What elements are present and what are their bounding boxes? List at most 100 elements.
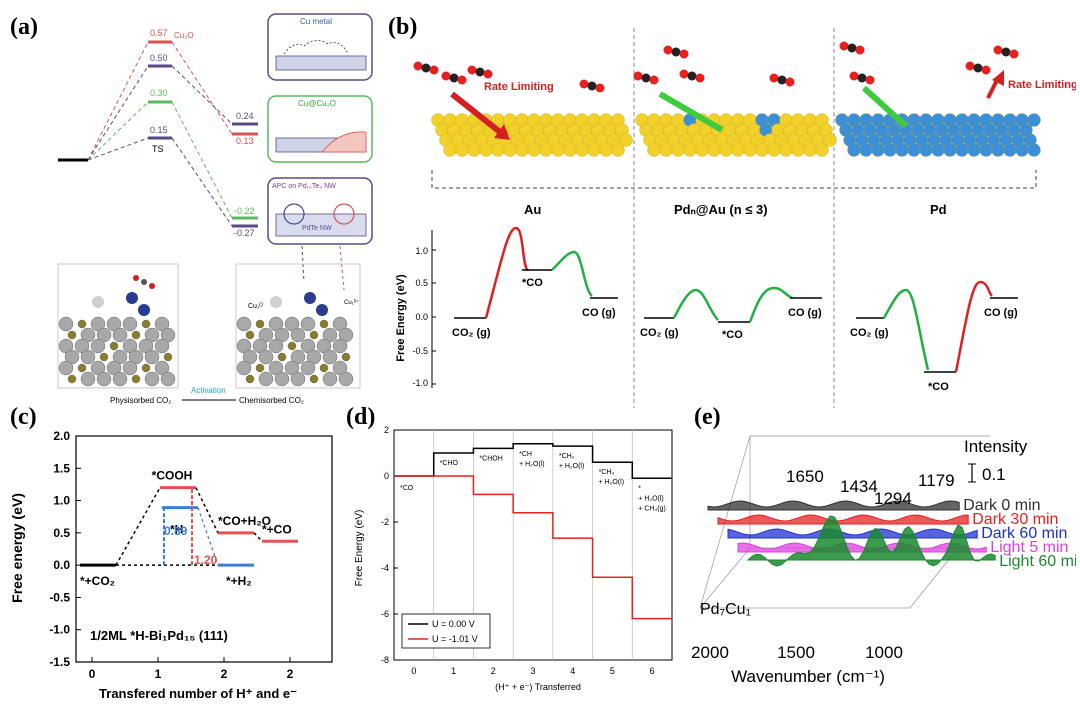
chart-c-xlabel: Transfered number of H⁺ and e⁻ [99, 686, 297, 701]
svg-text:-0.22: -0.22 [234, 206, 255, 216]
cu-atom [126, 292, 138, 304]
surface-atom [1027, 143, 1041, 157]
surface-atom [539, 143, 553, 157]
te-atom [341, 352, 351, 362]
svg-text:*CO: *CO [722, 329, 743, 341]
step-label: *CH₃ [599, 469, 615, 476]
pd-atom [258, 371, 274, 387]
te-atom [163, 352, 173, 362]
surface-atom [515, 143, 529, 157]
te-atom [99, 352, 109, 362]
surface-au [431, 113, 633, 157]
te-atom [309, 374, 319, 384]
surface-atom [967, 143, 981, 157]
te-atom [255, 363, 265, 373]
pd-atom [58, 360, 74, 376]
te-atom [277, 352, 287, 362]
box-cu-metal: Cu metal [267, 13, 373, 81]
surface-atom [671, 143, 685, 157]
te-atom [245, 330, 255, 340]
x-tick-label: 1500 [777, 643, 815, 662]
surface-atom [731, 143, 745, 157]
surface-atom [991, 143, 1005, 157]
surface-atom [443, 143, 457, 157]
svg-text:U = -1.01 V: U = -1.01 V [432, 634, 478, 644]
svg-text:CO (g): CO (g) [788, 307, 822, 319]
o-atom [695, 73, 705, 83]
slab-chemisorbed [235, 263, 361, 389]
c-atom [1001, 47, 1011, 57]
pd-atom [92, 296, 104, 308]
series-label: Dark 60 min [981, 525, 1067, 542]
svg-text:0.30: 0.30 [150, 88, 168, 98]
surface-atom [919, 143, 933, 157]
svg-text:CO (g): CO (g) [984, 307, 1018, 319]
step-label: + CH₄(g) [638, 505, 666, 512]
spectrum-trace [717, 514, 969, 525]
surface-atom [647, 143, 661, 157]
chart-c-caption: 1/2ML *H-Bi₁Pd₁₅ (111) [90, 628, 228, 643]
te-atom [287, 341, 297, 351]
o-atom [457, 75, 467, 85]
step-label: *CHOH [479, 455, 502, 462]
scale-label: 0.1 [982, 465, 1006, 484]
peak-1434: 1434 [840, 477, 878, 496]
pd-atom [144, 371, 160, 387]
o-atom [849, 71, 859, 81]
y-tick-label: 2.0 [53, 429, 70, 443]
series-line [394, 443, 672, 480]
o-atom [855, 45, 865, 55]
c-atom [847, 43, 857, 53]
y-tick-label: 2 [384, 425, 389, 435]
spectrum-trace [746, 515, 996, 567]
x-tick-label: 6 [650, 666, 655, 676]
pd-atom [122, 360, 138, 376]
te-atom [77, 363, 87, 373]
peak-1650: 1650 [786, 467, 824, 486]
energy-level-cu2o-ts: 0.57 Cu₂O [148, 28, 194, 44]
c-atom [421, 63, 431, 73]
pd-atom [112, 327, 128, 343]
svg-text:0.5: 0.5 [415, 278, 428, 288]
state-label: *+CO₂ [80, 574, 115, 588]
o-atom [633, 71, 643, 81]
step-label: *CHO [440, 460, 459, 467]
c-atom [687, 71, 697, 81]
x-tick-label: 2 [491, 666, 496, 676]
svg-text:*CO: *CO [522, 277, 543, 289]
o-atom [483, 69, 493, 79]
energy-level-ts-015: 0.15 TS [148, 125, 172, 154]
pd-atom [268, 338, 284, 354]
svg-text:CO₂ (g): CO₂ (g) [452, 327, 491, 339]
series-label: Dark 30 min [972, 511, 1058, 528]
svg-text:Cu₁ᵟ⁺: Cu₁ᵟ⁺ [344, 299, 359, 306]
step-label: *CH₂ [559, 453, 575, 460]
slab-physisorbed [57, 263, 179, 389]
y-tick-label: -1.0 [49, 623, 70, 637]
o-atom [839, 41, 849, 51]
panel-d: 2 0 -2 -4 -6 -8 0 1 2 3 4 5 6 *CO *CHO *CHOH *CH + H₂O(… [354, 425, 673, 692]
o-atom [965, 61, 975, 71]
energy-level-ts-050: 0.50 [148, 53, 172, 68]
peak-1294: 1294 [874, 489, 912, 508]
x-tick-label: 3 [530, 666, 535, 676]
svg-text:CO₂ (g): CO₂ (g) [850, 327, 889, 339]
surface-atom [455, 143, 469, 157]
profile-au: CO₂ (g) *CO CO (g) [452, 226, 618, 339]
sample-label: Pd₇Cu₁ [700, 601, 751, 618]
surface-atom [779, 143, 793, 157]
pd-atom [274, 371, 290, 387]
pd-atom [300, 316, 316, 332]
step-label: + H₂O(l) [638, 495, 663, 502]
state-label: *H [170, 523, 183, 537]
o-atom [865, 75, 875, 85]
pd-atom [58, 316, 74, 332]
te-atom [255, 319, 265, 329]
surface-atom [503, 143, 517, 157]
surface-atom [1003, 143, 1017, 157]
c-atom [857, 73, 867, 83]
y-tick-label: 0 [384, 471, 389, 481]
profile-pd: CO₂ (g) *CO CO (g) [850, 280, 1018, 393]
x-tick-label: 4 [570, 666, 575, 676]
te-atom [141, 363, 151, 373]
